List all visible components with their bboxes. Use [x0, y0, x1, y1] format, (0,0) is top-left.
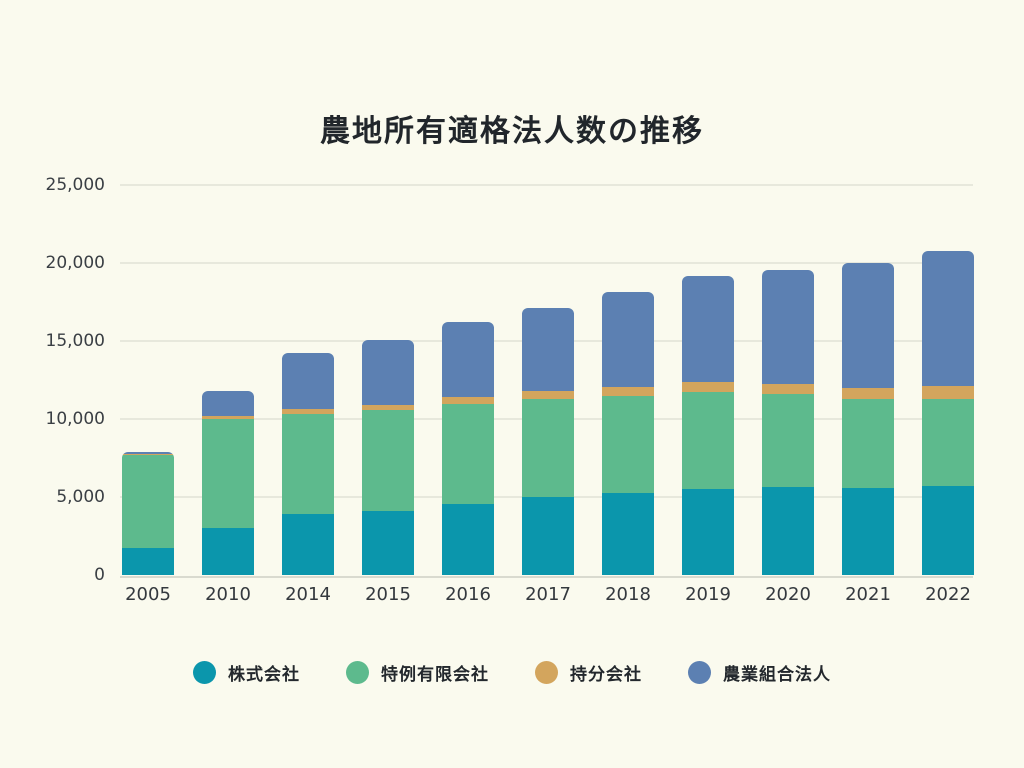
y-tick-label-20000: 20,000: [45, 253, 105, 273]
bar-2016: [442, 322, 494, 575]
bar-segment-2019: [682, 391, 734, 490]
legend-label: 農業組合法人: [723, 665, 831, 685]
bar-segment-2015: [362, 340, 414, 405]
bar-2005: [122, 451, 174, 575]
x-tick-label-2021: 2021: [845, 584, 891, 605]
y-tick-label-15000: 15,000: [45, 331, 105, 351]
gridline-20000: [120, 262, 973, 264]
bar-2014: [282, 352, 334, 575]
y-tick-label-0: 0: [94, 565, 105, 585]
legend-item: 持分会社: [535, 660, 642, 685]
bar-segment-2014: [282, 352, 334, 410]
bar-segment-2020: [762, 270, 814, 385]
legend-dot-icon: [346, 661, 369, 684]
bar-2019: [682, 276, 734, 575]
bar-segment-2021: [842, 487, 894, 575]
x-tick-label-2020: 2020: [765, 584, 811, 605]
bar-segment-2021: [842, 387, 894, 400]
bar-2018: [602, 291, 654, 575]
legend-label: 特例有限会社: [381, 665, 489, 685]
bar-segment-2005: [122, 547, 174, 575]
bar-segment-2017: [522, 391, 574, 399]
legend-label: 株式会社: [228, 665, 300, 685]
bar-segment-2021: [842, 263, 894, 388]
x-tick-label-2016: 2016: [445, 584, 491, 605]
legend-item: 農業組合法人: [688, 660, 831, 685]
bar-segment-2016: [442, 397, 494, 405]
gridline-0: [120, 576, 973, 578]
x-tick-label-2017: 2017: [525, 584, 571, 605]
bar-segment-2010: [202, 415, 254, 420]
y-tick-label-10000: 10,000: [45, 409, 105, 429]
bar-segment-2018: [602, 291, 654, 388]
bar-segment-2017: [522, 308, 574, 392]
legend-item: 特例有限会社: [346, 660, 489, 685]
legend-item: 株式会社: [193, 660, 300, 685]
bar-segment-2018: [602, 493, 654, 575]
bar-segment-2020: [762, 394, 814, 488]
bar-segment-2020: [762, 384, 814, 395]
bar-segment-2018: [602, 396, 654, 494]
bar-segment-2022: [922, 399, 974, 486]
bar-segment-2015: [362, 510, 414, 575]
bar-segment-2016: [442, 504, 494, 575]
x-tick-label-2015: 2015: [365, 584, 411, 605]
legend-label: 持分会社: [570, 665, 642, 685]
bar-segment-2019: [682, 276, 734, 382]
bar-segment-2015: [362, 409, 414, 511]
bar-segment-2015: [362, 404, 414, 410]
x-tick-label-2010: 2010: [205, 584, 251, 605]
bar-segment-2010: [202, 419, 254, 528]
bar-segment-2016: [442, 322, 494, 398]
y-tick-label-5000: 5,000: [56, 487, 105, 507]
bar-segment-2021: [842, 399, 894, 488]
x-tick-label-2019: 2019: [685, 584, 731, 605]
bar-segment-2019: [682, 489, 734, 575]
x-tick-label-2005: 2005: [125, 584, 171, 605]
y-axis: 0 5,000 10,000 15,000 20,000 25,000: [0, 0, 120, 768]
bar-segment-2014: [282, 514, 334, 575]
bar-2017: [522, 308, 574, 575]
bar-segment-2017: [522, 497, 574, 575]
bar-segment-2016: [442, 404, 494, 505]
legend: 株式会社 特例有限会社 持分会社 農業組合法人: [0, 660, 1024, 685]
bar-2021: [842, 263, 894, 575]
bar-2020: [762, 270, 814, 575]
legend-dot-icon: [535, 661, 558, 684]
y-tick-label-25000: 25,000: [45, 175, 105, 195]
bar-segment-2010: [202, 527, 254, 575]
bar-segment-2018: [602, 387, 654, 397]
bar-segment-2005: [122, 454, 174, 548]
bar-segment-2022: [922, 251, 974, 386]
bar-segment-2022: [922, 385, 974, 400]
bar-2010: [202, 390, 254, 575]
x-axis: 2005 2010 2014 2015 2016 2017 2018 2019 2020 2021…: [0, 584, 1024, 610]
bar-segment-2019: [682, 381, 734, 392]
bar-segment-2010: [202, 390, 254, 416]
x-tick-label-2014: 2014: [285, 584, 331, 605]
bar-2022: [922, 251, 974, 575]
bar-segment-2020: [762, 487, 814, 575]
bar-2015: [362, 340, 414, 575]
x-tick-label-2022: 2022: [925, 584, 971, 605]
x-tick-label-2018: 2018: [605, 584, 651, 605]
plot-area: [120, 184, 974, 578]
bar-segment-2014: [282, 414, 334, 515]
bar-segment-2005: [122, 454, 174, 455]
bar-segment-2014: [282, 409, 334, 415]
bar-segment-2022: [922, 485, 974, 575]
bar-segment-2017: [522, 398, 574, 498]
legend-dot-icon: [193, 661, 216, 684]
bar-segment-2005: [122, 451, 174, 455]
gridline-25000: [120, 184, 973, 186]
chart-title: 農地所有適格法人数の推移: [320, 114, 704, 149]
legend-dot-icon: [688, 661, 711, 684]
